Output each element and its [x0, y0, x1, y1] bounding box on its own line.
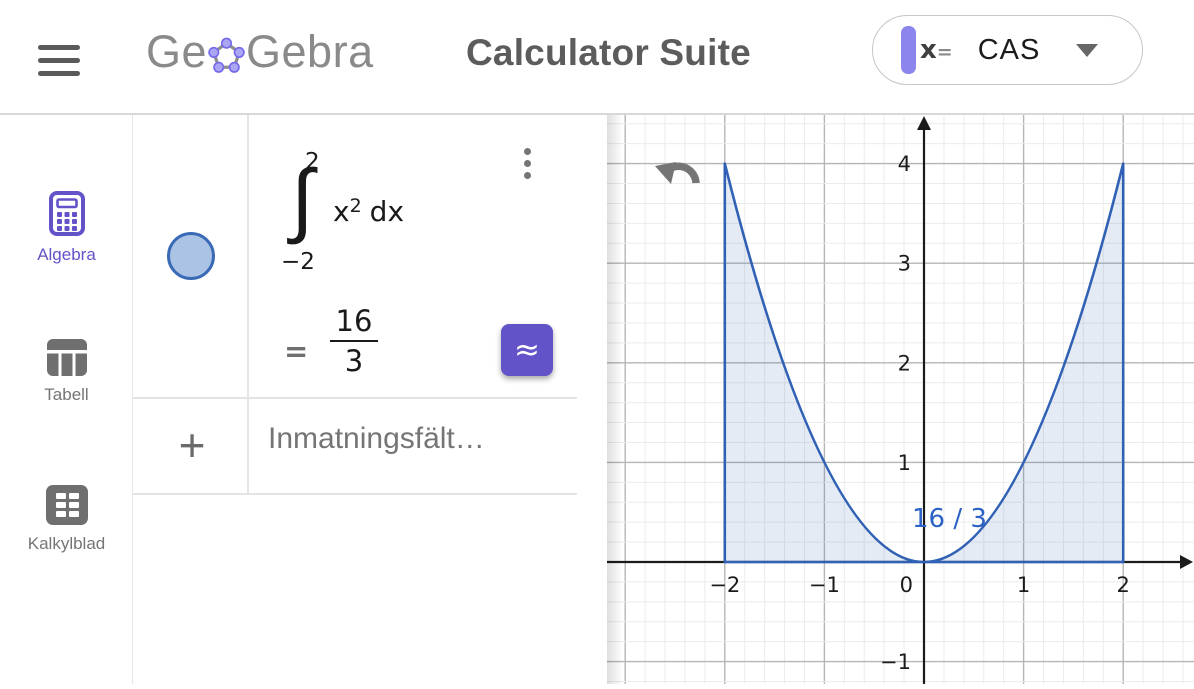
- svg-text:−1: −1: [880, 650, 911, 674]
- chevron-down-icon: [1076, 43, 1099, 57]
- row-divider: [133, 397, 577, 399]
- row-divider: [133, 493, 577, 495]
- equals-sign: =: [284, 334, 309, 368]
- mode-selector-dropdown[interactable]: x= CAS: [872, 15, 1143, 85]
- logo-text-prefix: Ge: [146, 26, 208, 77]
- sidebar-item-tabell[interactable]: Tabell: [0, 339, 133, 405]
- svg-text:−2: −2: [709, 573, 740, 597]
- fraction-denominator: 3: [330, 340, 378, 380]
- app-title: Calculator Suite: [466, 32, 751, 73]
- integrand: x2 dx: [333, 195, 405, 228]
- mode-selector-value: CAS: [977, 33, 1041, 66]
- sidebar-item-label: Algebra: [37, 245, 96, 264]
- view-sidebar: Algebra Tabell Kalkylblad: [0, 115, 133, 684]
- cas-algebra-panel: 2 ∫ −2 x2 dx = 16 3 ≈ +: [133, 115, 607, 684]
- result-fraction: 16 3: [330, 303, 378, 380]
- sidebar-item-kalkylblad[interactable]: Kalkylblad: [0, 485, 133, 554]
- svg-text:2: 2: [1117, 573, 1130, 597]
- visibility-toggle-marble[interactable]: [167, 232, 215, 280]
- menu-icon[interactable]: [38, 45, 80, 76]
- table-icon: [46, 339, 87, 376]
- undo-arrow-icon[interactable]: [651, 153, 703, 197]
- svg-text:16 / 3: 16 / 3: [912, 504, 987, 534]
- function-plot-canvas[interactable]: −2 −1 0 1 2 −1 1 2 3 4 16 / 3: [607, 115, 1194, 684]
- add-row-plus-icon[interactable]: +: [178, 419, 206, 471]
- svg-text:0: 0: [900, 573, 913, 597]
- app-header: Ge Gebra Calculator Suite x= CAS: [0, 0, 1194, 115]
- graphics-view[interactable]: −2 −1 0 1 2 −1 1 2 3 4 16 / 3: [607, 115, 1194, 684]
- integral-upper-bound: 2: [305, 149, 320, 175]
- integral-sign: ∫: [291, 152, 314, 247]
- cas-input-field[interactable]: [266, 421, 570, 457]
- logo-text-suffix: Gebra: [246, 26, 374, 77]
- marble-column-divider: [247, 115, 249, 493]
- geogebra-logo: Ge Gebra: [146, 26, 374, 78]
- approximate-button[interactable]: ≈: [501, 324, 553, 376]
- integral-lower-bound: −2: [281, 249, 315, 275]
- cas-xequals-icon: x=: [920, 35, 953, 65]
- svg-text:2: 2: [898, 351, 911, 375]
- svg-text:4: 4: [898, 152, 911, 176]
- sidebar-item-label: Kalkylblad: [27, 534, 106, 553]
- svg-text:3: 3: [898, 252, 911, 276]
- fraction-numerator: 16: [335, 304, 373, 338]
- svg-text:1: 1: [1017, 573, 1030, 597]
- svg-text:1: 1: [898, 451, 911, 475]
- sidebar-item-algebra[interactable]: Algebra: [0, 191, 133, 265]
- cas-cursor-icon: [901, 26, 916, 74]
- row-menu-icon[interactable]: [516, 143, 538, 183]
- logo-pentagon-icon: [208, 37, 245, 73]
- svg-text:−1: −1: [809, 573, 840, 597]
- sidebar-item-label: Tabell: [44, 385, 89, 404]
- calculator-icon: [48, 191, 85, 236]
- spreadsheet-icon: [45, 485, 88, 525]
